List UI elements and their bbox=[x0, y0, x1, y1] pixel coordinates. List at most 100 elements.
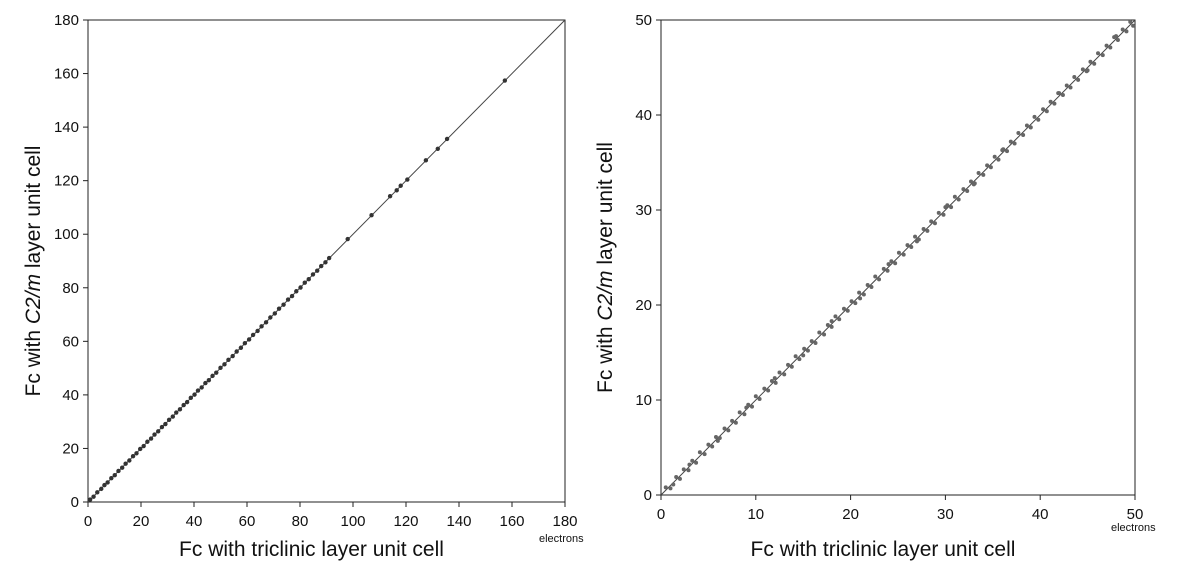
chart-1-data-point bbox=[268, 315, 273, 320]
chart-2-data-point bbox=[681, 467, 686, 472]
chart-1-y-tick-label: 180 bbox=[54, 12, 79, 29]
chart-2-data-point bbox=[717, 436, 722, 440]
chart-2-data-point bbox=[746, 402, 751, 407]
chart-1-data-point bbox=[105, 480, 110, 485]
chart-1-data-point bbox=[145, 439, 150, 444]
chart-2-data-point bbox=[889, 259, 894, 264]
chart-2-data-point bbox=[861, 292, 866, 297]
chart-2-data-point bbox=[744, 405, 749, 410]
chart-2-y-tick-label: 30 bbox=[635, 202, 652, 219]
chart-1-data-point bbox=[152, 432, 157, 437]
chart-1-y-tick-label: 120 bbox=[54, 173, 79, 190]
chart-2-data-point bbox=[706, 442, 711, 447]
chart-2-data-point bbox=[857, 290, 862, 295]
chart-2-y-tick-label: 50 bbox=[635, 12, 652, 29]
chart-2-data-point bbox=[766, 388, 771, 393]
chart-2-data-point bbox=[896, 250, 901, 255]
chart-2-data-point bbox=[805, 348, 810, 353]
chart-2-data-point bbox=[1064, 83, 1069, 88]
chart-2-data-point bbox=[742, 412, 747, 417]
chart-1-y-axis-title: Fc with C2/m layer unit cell bbox=[22, 146, 45, 397]
chart-1-data-point bbox=[112, 473, 117, 478]
chart-2-data-point bbox=[1108, 45, 1113, 50]
chart-2-data-point bbox=[687, 462, 692, 467]
chart-2-data-point bbox=[726, 428, 731, 433]
chart-2-data-point bbox=[715, 438, 720, 443]
chart-2-data-point bbox=[961, 187, 966, 192]
chart-2-data-point bbox=[822, 332, 827, 337]
chart-2-data-point bbox=[1104, 43, 1109, 48]
chart-1-data-point bbox=[238, 345, 244, 350]
chart-1-data-point bbox=[174, 410, 179, 415]
chart-2-data-point bbox=[1036, 117, 1041, 122]
chart-1-data-point bbox=[394, 188, 399, 193]
chart-2-data-point bbox=[1008, 139, 1013, 144]
chart-1-data-point bbox=[156, 429, 161, 434]
chart-2-data-point bbox=[952, 194, 957, 199]
chart-2-y-title-suffix: layer unit cell bbox=[594, 142, 617, 270]
chart-1-y-tick-label: 160 bbox=[54, 66, 79, 83]
chart-2-data-point bbox=[697, 450, 702, 455]
chart-1-data-point bbox=[444, 136, 450, 142]
chart-2-data-point bbox=[992, 154, 997, 159]
chart-2-x-unit-label: electrons bbox=[1111, 522, 1156, 534]
chart-2-data-point bbox=[757, 397, 762, 402]
chart-2-data-point bbox=[730, 418, 735, 423]
chart-1-y-tick-label: 80 bbox=[62, 280, 79, 297]
chart-2-data-point bbox=[932, 221, 937, 226]
chart-1-data-point bbox=[289, 293, 295, 299]
chart-1-x-tick-label: 180 bbox=[552, 513, 577, 530]
chart-2-y-axis-title: Fc with C2/m layer unit cell bbox=[594, 142, 617, 393]
chart-1-data-point bbox=[250, 332, 256, 338]
chart-1-data-point bbox=[234, 349, 239, 354]
chart-1-x-tick-label: 80 bbox=[292, 513, 309, 530]
chart-1-x-tick-label: 40 bbox=[186, 513, 203, 530]
chart-2-data-point bbox=[841, 306, 846, 311]
chart-2-data-point bbox=[849, 299, 854, 304]
chart-1-data-point bbox=[87, 497, 93, 502]
chart-1-data-point bbox=[326, 255, 332, 261]
chart-1-y-title-prefix: Fc with bbox=[22, 324, 45, 396]
chart-2-data-point bbox=[802, 346, 807, 351]
chart-2-data-point bbox=[789, 364, 794, 369]
chart-2-data-point bbox=[786, 362, 791, 367]
chart-1-data-point bbox=[199, 385, 204, 390]
chart-1-data-point bbox=[206, 377, 212, 383]
chart-1-x-tick-label: 100 bbox=[340, 513, 365, 530]
chart-1-x-tick-label: 60 bbox=[239, 513, 256, 530]
chart-2-x-tick-label: 40 bbox=[1032, 506, 1049, 523]
chart-2-data-point bbox=[837, 317, 842, 322]
chart-2-data-point bbox=[702, 452, 707, 457]
chart-2-data-point bbox=[737, 410, 742, 415]
chart-1-data-point bbox=[130, 454, 136, 459]
chart-2-data-point bbox=[1114, 34, 1119, 39]
chart-2-data-point bbox=[733, 420, 738, 425]
chart-1-y-tick-label: 60 bbox=[62, 333, 79, 350]
chart-2-data-point bbox=[971, 182, 976, 187]
chart-2-data-point bbox=[929, 219, 934, 224]
chart-1-data-point bbox=[369, 213, 374, 218]
chart-1-x-tick-label: 120 bbox=[393, 513, 418, 530]
chart-1-y-tick-label: 20 bbox=[62, 440, 79, 457]
chart-2-data-point bbox=[671, 482, 676, 487]
chart-2-data-point bbox=[1128, 19, 1133, 24]
chart-1-data-point bbox=[255, 328, 260, 334]
chart-2-data-point bbox=[1120, 27, 1125, 32]
chart-2-data-point bbox=[925, 228, 930, 233]
chart-1-y-tick-label: 40 bbox=[62, 387, 79, 404]
chart-1-data-point bbox=[210, 373, 215, 379]
chart-1-data-point bbox=[423, 158, 429, 163]
chart-2-data-point bbox=[1060, 93, 1065, 98]
chart-1-y-tick-label: 0 bbox=[71, 494, 79, 511]
chart-1-data-point bbox=[99, 486, 104, 492]
chart-2-data-point bbox=[1092, 61, 1097, 66]
chart-1-data-point bbox=[91, 494, 96, 499]
chart-2-x-tick-label: 20 bbox=[842, 506, 859, 523]
chart-2-y-tick-label: 40 bbox=[635, 107, 652, 124]
chart-2-data-point bbox=[1048, 99, 1053, 104]
chart-2-data-point bbox=[943, 205, 948, 210]
chart-2-data-point bbox=[921, 227, 926, 231]
chart-1-data-point bbox=[170, 414, 175, 419]
